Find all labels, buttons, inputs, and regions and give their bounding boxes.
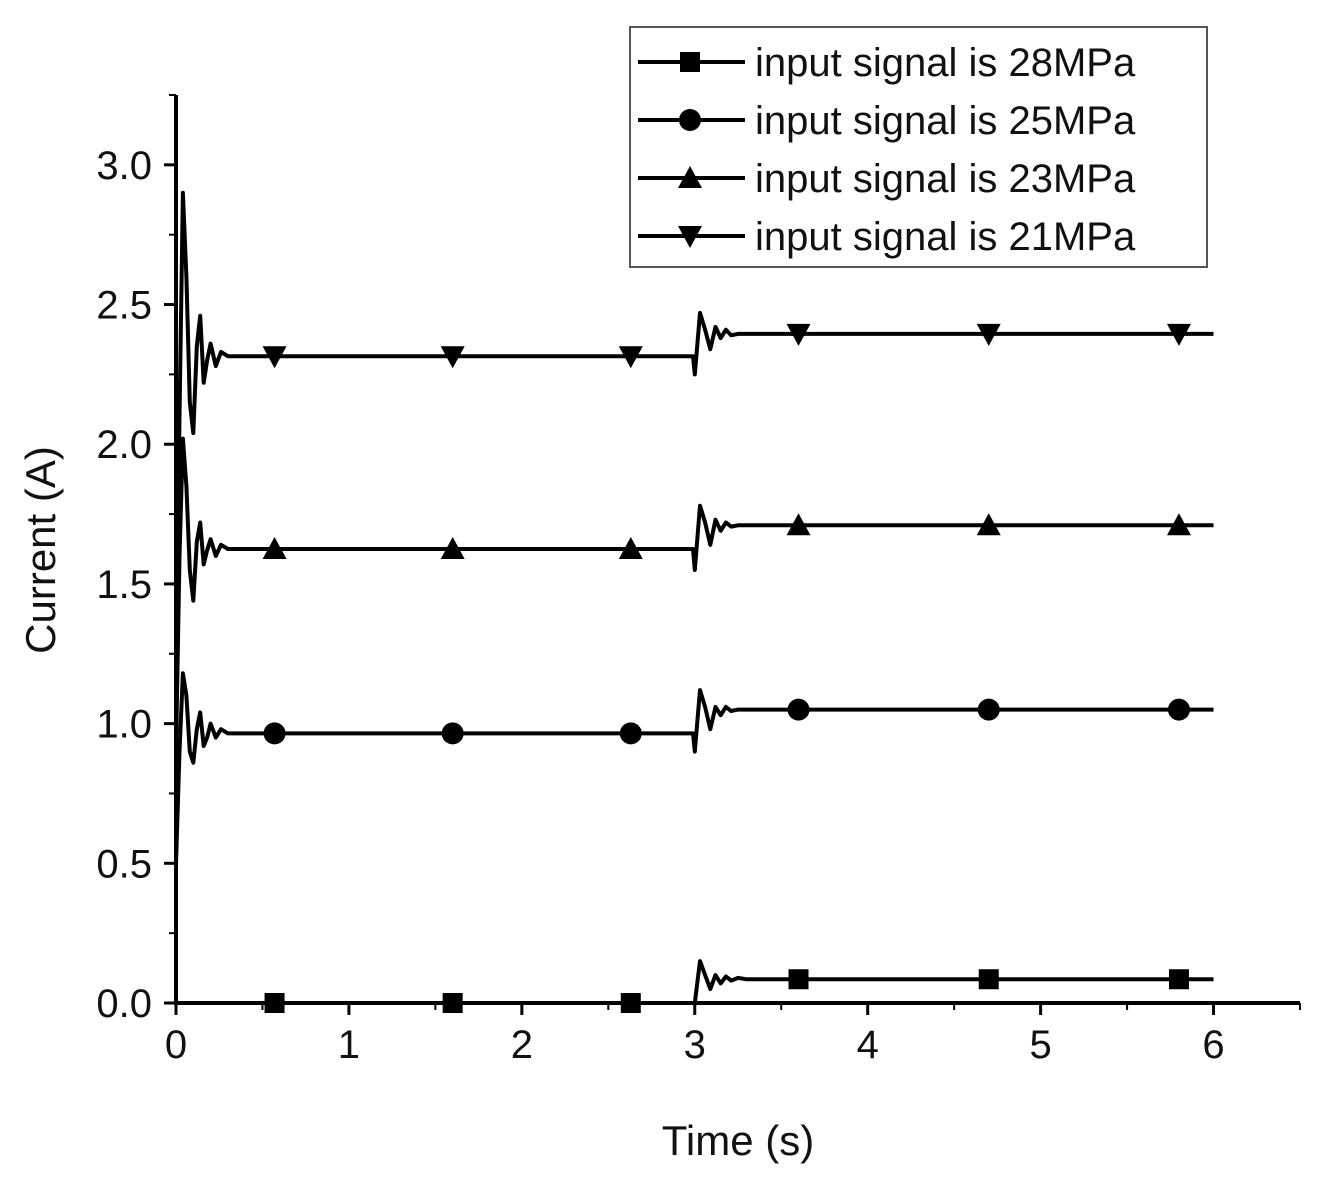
y-tick-label: 2.5 bbox=[96, 284, 152, 328]
data-point bbox=[1168, 969, 1189, 990]
data-point bbox=[788, 969, 809, 990]
legend-marker bbox=[678, 166, 702, 188]
series-line bbox=[174, 190, 1214, 668]
data-point bbox=[620, 993, 641, 1013]
data-point bbox=[619, 722, 642, 745]
data-point bbox=[618, 346, 643, 369]
data-point bbox=[978, 969, 999, 990]
legend: input signal is 28MPa input signal is 25M… bbox=[629, 26, 1208, 268]
y-axis-title: Current (A) bbox=[17, 446, 64, 654]
data-point bbox=[263, 722, 286, 745]
y-tick-label: 0.5 bbox=[96, 842, 152, 886]
x-tick-label: 3 bbox=[684, 1023, 706, 1067]
y-tick-label: 3.0 bbox=[96, 144, 152, 188]
legend-box bbox=[629, 26, 1208, 268]
data-point bbox=[441, 722, 464, 745]
legend-marker bbox=[679, 109, 701, 131]
legend-label: input signal is 25MPa bbox=[755, 99, 1136, 143]
y-tick-label: 1.0 bbox=[96, 703, 152, 747]
legend-label: input signal is 28MPa bbox=[755, 41, 1136, 85]
legend-marker bbox=[680, 52, 700, 72]
data-point bbox=[440, 346, 465, 369]
x-axis-title: Time (s) bbox=[662, 1117, 814, 1164]
data-point bbox=[977, 698, 1000, 721]
data-point bbox=[1166, 513, 1191, 536]
x-tick-label: 4 bbox=[857, 1023, 879, 1067]
y-tick-label: 2.0 bbox=[96, 423, 152, 467]
series-2 bbox=[174, 436, 1214, 752]
axes: 0 1 2 3 4 5 6 0.0 0.5 1.0 1.5 2.0 2.5 3.0 bbox=[96, 94, 1301, 1067]
series-1 bbox=[174, 671, 1214, 864]
series-3 bbox=[174, 190, 1214, 668]
data-point bbox=[264, 993, 285, 1013]
series-line bbox=[174, 436, 1214, 752]
y-tick-label: 1.5 bbox=[96, 563, 152, 607]
data-point bbox=[262, 537, 287, 559]
x-tick-label: 6 bbox=[1202, 1023, 1224, 1067]
x-tick-label: 1 bbox=[338, 1023, 360, 1067]
data-point bbox=[976, 323, 1001, 346]
series-line bbox=[174, 671, 1214, 864]
x-tick-label: 2 bbox=[511, 1023, 533, 1067]
data-point bbox=[1167, 698, 1190, 721]
data-point bbox=[262, 346, 287, 369]
data-point bbox=[786, 323, 811, 346]
x-tick-label: 5 bbox=[1029, 1023, 1051, 1067]
y-tick-label: 0.0 bbox=[96, 982, 152, 1026]
series-layer bbox=[174, 190, 1214, 1013]
data-point bbox=[787, 698, 810, 721]
legend-label: input signal is 23MPa bbox=[755, 157, 1136, 201]
legend-marker bbox=[678, 226, 702, 248]
data-point bbox=[1166, 323, 1191, 346]
x-tick-label: 0 bbox=[165, 1023, 187, 1067]
series-0 bbox=[176, 959, 1214, 1013]
legend-label: input signal is 21MPa bbox=[755, 215, 1136, 259]
data-point bbox=[618, 537, 643, 559]
data-point bbox=[786, 513, 811, 536]
data-point bbox=[976, 513, 1001, 536]
data-point bbox=[440, 537, 465, 559]
data-point bbox=[442, 993, 463, 1013]
